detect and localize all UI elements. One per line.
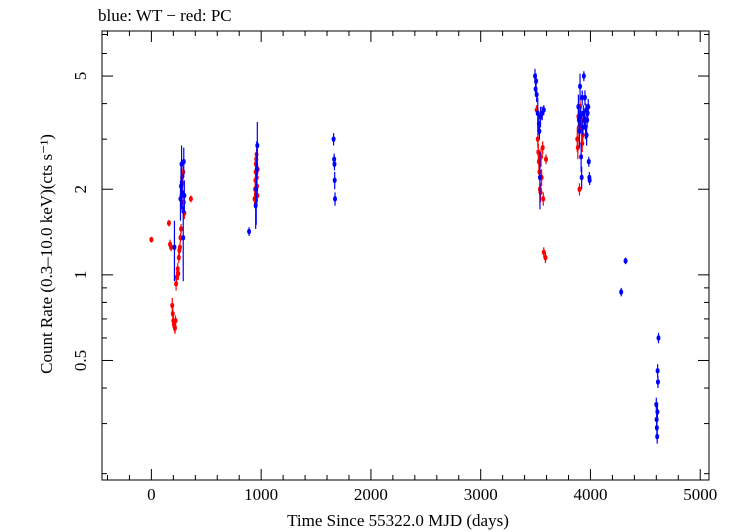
data-point xyxy=(541,196,546,202)
data-point xyxy=(576,103,581,110)
data-point xyxy=(543,254,548,261)
y-tick-label: 2 xyxy=(71,185,90,194)
data-point xyxy=(172,325,177,331)
data-point xyxy=(654,424,659,431)
data-point xyxy=(543,156,548,163)
data-point xyxy=(255,142,260,149)
data-point xyxy=(172,244,177,251)
data-point xyxy=(578,113,583,120)
plot-frame xyxy=(101,30,710,481)
data-point xyxy=(587,177,592,184)
data-point xyxy=(537,128,542,134)
data-point xyxy=(333,196,338,202)
data-point xyxy=(534,91,539,98)
data-point xyxy=(535,136,540,142)
data-point xyxy=(655,409,660,415)
x-tick-label: 1000 xyxy=(244,485,278,504)
series-wt xyxy=(172,68,661,444)
data-point xyxy=(655,433,660,440)
data-point xyxy=(541,249,546,256)
data-point xyxy=(178,234,183,241)
data-point xyxy=(582,94,587,101)
y-tick-label: 1 xyxy=(71,271,90,280)
data-point xyxy=(181,158,186,165)
data-point xyxy=(619,289,624,295)
data-point xyxy=(176,254,181,261)
data-point xyxy=(580,94,585,101)
y-tick-label: 5 xyxy=(71,72,90,81)
series-pc xyxy=(149,97,585,334)
data-point xyxy=(655,367,660,374)
data-point xyxy=(332,177,337,184)
data-point xyxy=(169,244,174,251)
axes-layer: 0 1000 2000 3000 4000 5000 0.5 1 2 5 xyxy=(71,31,717,504)
x-tick-label: 5000 xyxy=(683,485,717,504)
data-point xyxy=(584,132,589,138)
data-layer xyxy=(149,68,661,444)
data-point xyxy=(580,124,585,131)
x-tick-label: 3000 xyxy=(464,485,498,504)
data-point xyxy=(656,335,661,341)
data-point xyxy=(655,379,660,385)
data-point xyxy=(581,73,586,79)
y-tick-label: 0.5 xyxy=(71,350,90,371)
data-point xyxy=(541,107,546,113)
data-point xyxy=(170,302,175,309)
data-point xyxy=(577,186,582,193)
data-point xyxy=(149,236,154,243)
data-point xyxy=(575,144,580,151)
data-point xyxy=(332,161,337,167)
data-point xyxy=(331,136,336,142)
x-axis-label: Time Since 55322.0 MJD (days) xyxy=(287,511,509,530)
data-point xyxy=(586,158,591,165)
x-tick-label: 2000 xyxy=(354,485,388,504)
x-tick-label: 0 xyxy=(147,485,156,504)
data-point xyxy=(181,234,186,241)
data-point xyxy=(537,174,542,181)
chart-title: blue: WT − red: PC xyxy=(98,6,232,25)
data-point xyxy=(540,144,545,151)
data-point xyxy=(166,220,171,226)
data-point xyxy=(173,317,178,324)
y-axis-label: Count Rate (0.3–10.0 keV)(cts s⁻¹) xyxy=(37,134,56,374)
data-point xyxy=(176,270,181,277)
data-point xyxy=(177,244,182,251)
data-point xyxy=(182,192,187,199)
data-point xyxy=(579,154,584,160)
data-point xyxy=(579,174,584,181)
data-point xyxy=(188,196,193,202)
data-point xyxy=(534,78,539,84)
data-point xyxy=(247,228,252,235)
data-point xyxy=(623,258,628,264)
data-point xyxy=(179,226,184,232)
x-tick-label: 4000 xyxy=(573,485,607,504)
data-point xyxy=(577,128,582,134)
data-point xyxy=(578,83,583,90)
data-point xyxy=(586,103,591,110)
